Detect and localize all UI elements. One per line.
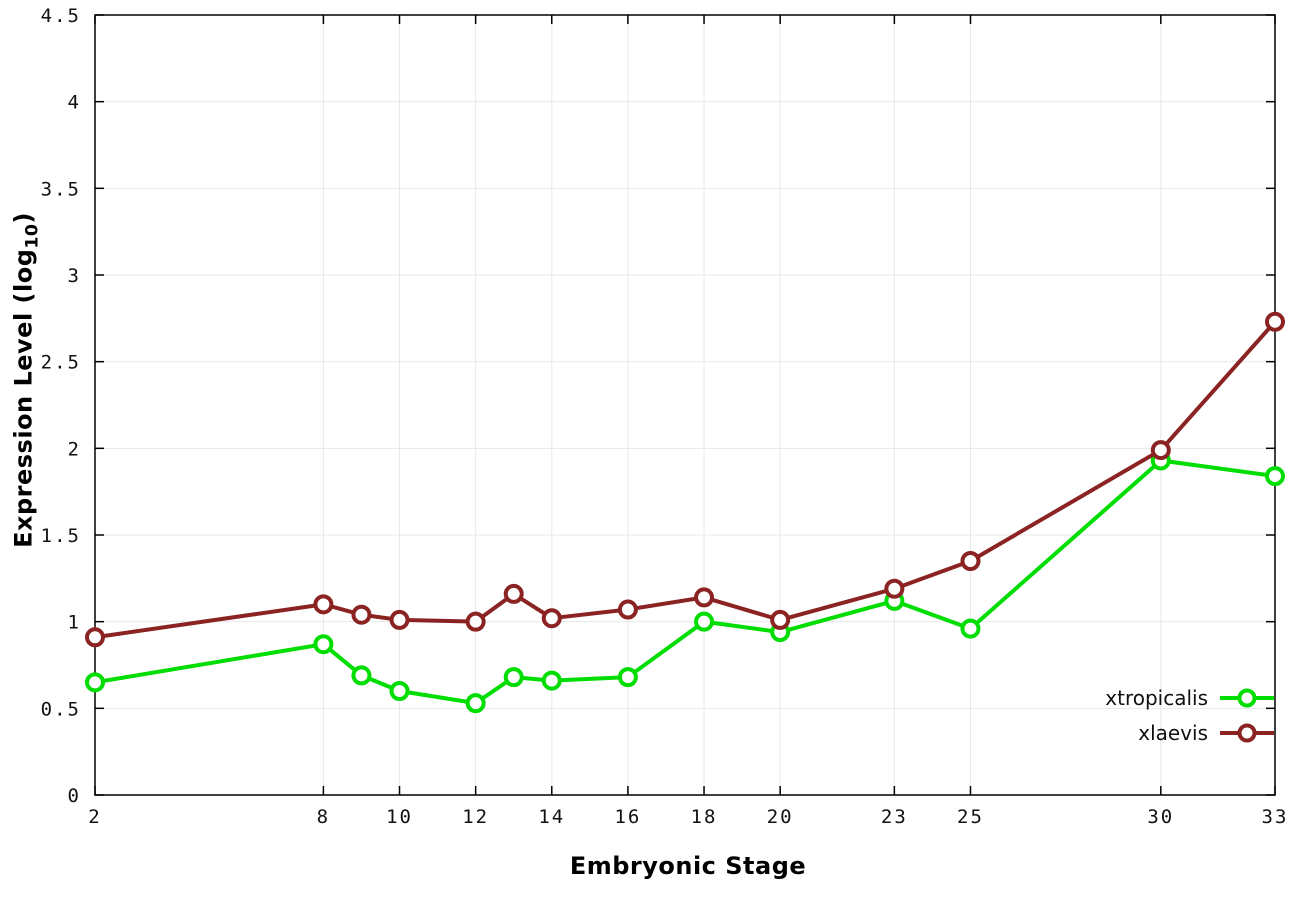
svg-text:12: 12 [462, 806, 489, 828]
legend-label-xlaevis: xlaevis [1138, 721, 1208, 745]
svg-text:3: 3 [68, 265, 81, 287]
svg-text:2: 2 [88, 806, 101, 828]
svg-text:10: 10 [386, 806, 413, 828]
svg-text:16: 16 [614, 806, 641, 828]
x-axis-title: Embryonic Stage [569, 852, 807, 880]
legend-sample-line-icon [1220, 723, 1274, 743]
svg-text:0: 0 [68, 785, 81, 807]
svg-text:4.5: 4.5 [41, 5, 81, 27]
svg-text:18: 18 [691, 806, 718, 828]
y-axis-title-subscript: 10 [22, 223, 43, 249]
svg-text:23: 23 [881, 806, 908, 828]
svg-text:0.5: 0.5 [41, 698, 81, 720]
svg-text:2: 2 [68, 438, 81, 460]
y-axis-title: Expression Level (log10) [10, 212, 43, 548]
svg-text:2.5: 2.5 [41, 352, 81, 374]
svg-text:20: 20 [767, 806, 794, 828]
svg-text:4: 4 [68, 92, 81, 114]
y-axis-title-prefix: Expression Level (log [9, 248, 38, 548]
svg-text:3.5: 3.5 [41, 178, 81, 200]
svg-text:1.5: 1.5 [41, 525, 81, 547]
svg-text:1: 1 [68, 612, 81, 634]
legend-item-xtropicalis: xtropicalis [1105, 686, 1276, 710]
legend-label-xtropicalis: xtropicalis [1105, 686, 1208, 710]
svg-text:25: 25 [957, 806, 984, 828]
legend-item-xlaevis: xlaevis [1138, 721, 1276, 745]
y-axis-title-suffix: ) [9, 212, 38, 224]
svg-text:30: 30 [1147, 806, 1174, 828]
svg-text:14: 14 [538, 806, 565, 828]
svg-text:33: 33 [1262, 806, 1289, 828]
legend-sample-line-icon [1220, 688, 1274, 708]
legend: xtropicalis xlaevis [1105, 686, 1276, 745]
svg-text:8: 8 [317, 806, 330, 828]
